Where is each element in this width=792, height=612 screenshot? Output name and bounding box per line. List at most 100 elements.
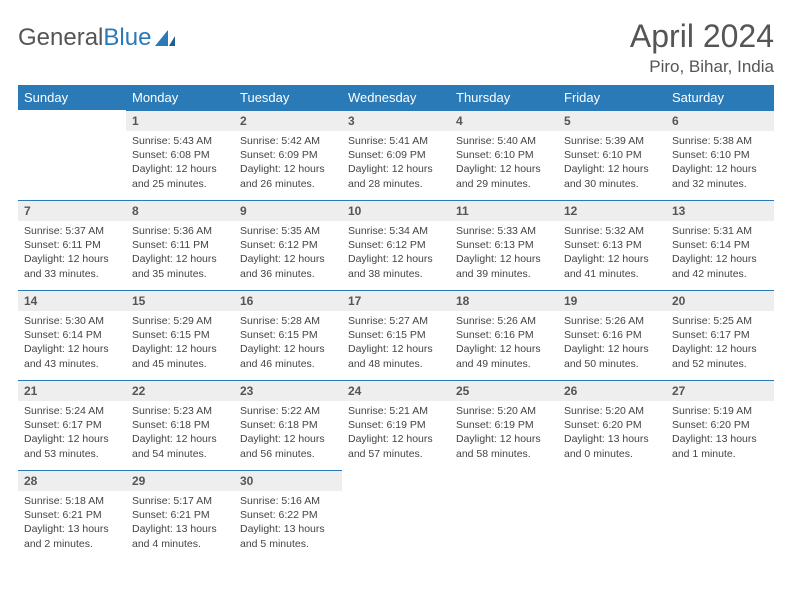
calendar-cell: 17Sunrise: 5:27 AMSunset: 6:15 PMDayligh… (342, 290, 450, 380)
day-number: 22 (126, 380, 234, 401)
sunset-text: Sunset: 6:21 PM (24, 508, 120, 522)
day-number: 2 (234, 110, 342, 131)
calendar-cell: 8 Sunrise: 5:36 AMSunset: 6:11 PMDaylight… (126, 200, 234, 290)
day-number: 29 (126, 470, 234, 491)
calendar-cell: 25Sunrise: 5:20 AMSunset: 6:19 PMDayligh… (450, 380, 558, 470)
sunset-text: Sunset: 6:15 PM (348, 328, 444, 342)
calendar-cell: 26Sunrise: 5:20 AMSunset: 6:20 PMDayligh… (558, 380, 666, 470)
day-number: 9 (234, 200, 342, 221)
day-details: Sunrise: 5:38 AMSunset: 6:10 PMDaylight:… (666, 131, 774, 197)
day-details: Sunrise: 5:19 AMSunset: 6:20 PMDaylight:… (666, 401, 774, 467)
daylight-text: Daylight: 13 hours and 1 minute. (672, 432, 768, 460)
daylight-text: Daylight: 12 hours and 48 minutes. (348, 342, 444, 370)
calendar-cell: 19Sunrise: 5:26 AMSunset: 6:16 PMDayligh… (558, 290, 666, 380)
day-details: Sunrise: 5:22 AMSunset: 6:18 PMDaylight:… (234, 401, 342, 467)
sunset-text: Sunset: 6:12 PM (348, 238, 444, 252)
day-details: Sunrise: 5:34 AMSunset: 6:12 PMDaylight:… (342, 221, 450, 287)
sunset-text: Sunset: 6:13 PM (564, 238, 660, 252)
sunset-text: Sunset: 6:18 PM (240, 418, 336, 432)
sunset-text: Sunset: 6:20 PM (564, 418, 660, 432)
sunrise-text: Sunrise: 5:25 AM (672, 314, 768, 328)
sunrise-text: Sunrise: 5:31 AM (672, 224, 768, 238)
day-details: Sunrise: 5:37 AMSunset: 6:11 PMDaylight:… (18, 221, 126, 287)
day-number: 27 (666, 380, 774, 401)
sunrise-text: Sunrise: 5:41 AM (348, 134, 444, 148)
weekday-header: Saturday (666, 85, 774, 110)
daylight-text: Daylight: 12 hours and 26 minutes. (240, 162, 336, 190)
sunrise-text: Sunrise: 5:17 AM (132, 494, 228, 508)
sunrise-text: Sunrise: 5:39 AM (564, 134, 660, 148)
calendar-cell: 2Sunrise: 5:42 AMSunset: 6:09 PMDaylight… (234, 110, 342, 200)
calendar-cell: 12Sunrise: 5:32 AMSunset: 6:13 PMDayligh… (558, 200, 666, 290)
logo-text: GeneralBlue (18, 24, 151, 52)
sunrise-text: Sunrise: 5:34 AM (348, 224, 444, 238)
logo-word1: General (18, 24, 103, 51)
sunrise-text: Sunrise: 5:28 AM (240, 314, 336, 328)
sunset-text: Sunset: 6:22 PM (240, 508, 336, 522)
sunrise-text: Sunrise: 5:29 AM (132, 314, 228, 328)
sunset-text: Sunset: 6:11 PM (132, 238, 228, 252)
daylight-text: Daylight: 13 hours and 4 minutes. (132, 522, 228, 550)
calendar-cell: 16Sunrise: 5:28 AMSunset: 6:15 PMDayligh… (234, 290, 342, 380)
calendar-cell: 5Sunrise: 5:39 AMSunset: 6:10 PMDaylight… (558, 110, 666, 200)
day-details: Sunrise: 5:41 AMSunset: 6:09 PMDaylight:… (342, 131, 450, 197)
sunset-text: Sunset: 6:16 PM (564, 328, 660, 342)
calendar-table: Sunday Monday Tuesday Wednesday Thursday… (18, 85, 774, 560)
day-details: Sunrise: 5:39 AMSunset: 6:10 PMDaylight:… (558, 131, 666, 197)
calendar-cell: 23Sunrise: 5:22 AMSunset: 6:18 PMDayligh… (234, 380, 342, 470)
day-number: 17 (342, 290, 450, 311)
calendar-cell: 18Sunrise: 5:26 AMSunset: 6:16 PMDayligh… (450, 290, 558, 380)
daylight-text: Daylight: 12 hours and 32 minutes. (672, 162, 768, 190)
calendar-cell (666, 470, 774, 560)
sunrise-text: Sunrise: 5:23 AM (132, 404, 228, 418)
daylight-text: Daylight: 12 hours and 43 minutes. (24, 342, 120, 370)
day-details: Sunrise: 5:29 AMSunset: 6:15 PMDaylight:… (126, 311, 234, 377)
weekday-header: Friday (558, 85, 666, 110)
day-number: 14 (18, 290, 126, 311)
weekday-header: Sunday (18, 85, 126, 110)
calendar-cell (342, 470, 450, 560)
sunrise-text: Sunrise: 5:24 AM (24, 404, 120, 418)
calendar-cell: 11Sunrise: 5:33 AMSunset: 6:13 PMDayligh… (450, 200, 558, 290)
month-title: April 2024 (630, 18, 774, 55)
logo-sail-icon (155, 30, 175, 46)
sunrise-text: Sunrise: 5:36 AM (132, 224, 228, 238)
daylight-text: Daylight: 12 hours and 33 minutes. (24, 252, 120, 280)
sunrise-text: Sunrise: 5:30 AM (24, 314, 120, 328)
sunrise-text: Sunrise: 5:38 AM (672, 134, 768, 148)
day-number: 20 (666, 290, 774, 311)
daylight-text: Daylight: 12 hours and 35 minutes. (132, 252, 228, 280)
sunset-text: Sunset: 6:14 PM (24, 328, 120, 342)
daylight-text: Daylight: 12 hours and 30 minutes. (564, 162, 660, 190)
sunrise-text: Sunrise: 5:33 AM (456, 224, 552, 238)
sunset-text: Sunset: 6:10 PM (564, 148, 660, 162)
sunrise-text: Sunrise: 5:27 AM (348, 314, 444, 328)
sunrise-text: Sunrise: 5:18 AM (24, 494, 120, 508)
sunrise-text: Sunrise: 5:43 AM (132, 134, 228, 148)
calendar-cell: 27Sunrise: 5:19 AMSunset: 6:20 PMDayligh… (666, 380, 774, 470)
day-number: 19 (558, 290, 666, 311)
sunset-text: Sunset: 6:17 PM (672, 328, 768, 342)
calendar-cell: 14 Sunrise: 5:30 AMSunset: 6:14 PMDayligh… (18, 290, 126, 380)
day-number: 8 (126, 200, 234, 221)
calendar-cell: 30Sunrise: 5:16 AMSunset: 6:22 PMDayligh… (234, 470, 342, 560)
day-number: 25 (450, 380, 558, 401)
day-number: 7 (18, 200, 126, 221)
sunset-text: Sunset: 6:13 PM (456, 238, 552, 252)
calendar-cell: 6Sunrise: 5:38 AMSunset: 6:10 PMDaylight… (666, 110, 774, 200)
daylight-text: Daylight: 12 hours and 45 minutes. (132, 342, 228, 370)
calendar-cell (450, 470, 558, 560)
sunrise-text: Sunrise: 5:20 AM (564, 404, 660, 418)
daylight-text: Daylight: 12 hours and 41 minutes. (564, 252, 660, 280)
calendar-cell: 9Sunrise: 5:35 AMSunset: 6:12 PMDaylight… (234, 200, 342, 290)
calendar-row: 7Sunrise: 5:37 AMSunset: 6:11 PMDaylight… (18, 200, 774, 290)
calendar-cell (18, 110, 126, 200)
day-details: Sunrise: 5:24 AMSunset: 6:17 PMDaylight:… (18, 401, 126, 467)
day-number: 10 (342, 200, 450, 221)
day-number: 6 (666, 110, 774, 131)
daylight-text: Daylight: 12 hours and 52 minutes. (672, 342, 768, 370)
day-number: 4 (450, 110, 558, 131)
sunrise-text: Sunrise: 5:37 AM (24, 224, 120, 238)
day-details: Sunrise: 5:27 AMSunset: 6:15 PMDaylight:… (342, 311, 450, 377)
daylight-text: Daylight: 12 hours and 53 minutes. (24, 432, 120, 460)
